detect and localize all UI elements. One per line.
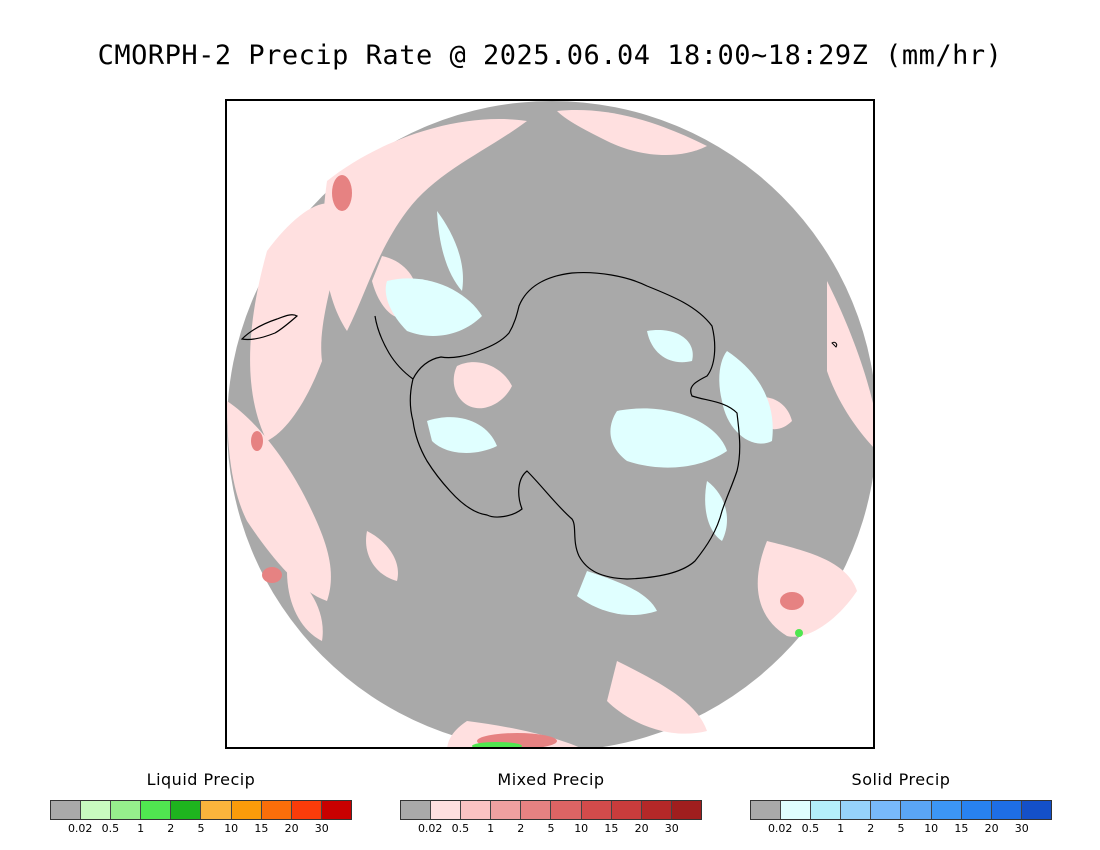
south-america-coast [240, 314, 299, 341]
legend-tick-label: 2 [167, 822, 175, 835]
legend-swatch [581, 801, 612, 819]
legend-tick-label: 15 [954, 822, 969, 835]
legend-swatch [491, 801, 522, 819]
legend-tick-label: 10 [224, 822, 239, 835]
legend-liquid-precip: Liquid Precip 0.02 0.5 1 2 5 10 15 20 30 [50, 770, 352, 836]
legend-solid-precip: Solid Precip 0.02 0.5 1 2 5 10 15 20 30 [750, 770, 1052, 836]
mixed-precip-heavy [251, 175, 804, 747]
legend-tick-label: 5 [547, 822, 555, 835]
legend-tick-label: 0.02 [417, 822, 443, 835]
legend-swatch [641, 801, 672, 819]
legend-tick-labels: 0.02 0.5 1 2 5 10 15 20 30 [50, 822, 352, 836]
legend-swatch [751, 801, 782, 819]
legend-tick-label: 20 [984, 822, 999, 835]
legend-tick-label: 20 [634, 822, 649, 835]
legend-swatch [231, 801, 262, 819]
legend-color-bar [750, 800, 1052, 820]
legend-swatch [261, 801, 292, 819]
legend-tick-label: 0.02 [67, 822, 93, 835]
legend-tick-label: 1 [137, 822, 145, 835]
legend-swatch [291, 801, 322, 819]
legend-swatch [811, 801, 842, 819]
legend-tick-label: 2 [517, 822, 525, 835]
legend-tick-label: 5 [197, 822, 205, 835]
legend-tick-label: 10 [924, 822, 939, 835]
map-title: CMORPH-2 Precip Rate @ 2025.06.04 18:00~… [97, 40, 1003, 71]
legend-swatch [961, 801, 992, 819]
legend-tick-label: 0.5 [451, 822, 470, 835]
legend-mixed-precip: Mixed Precip 0.02 0.5 1 2 5 10 15 20 30 [400, 770, 702, 836]
legend-swatch [111, 801, 142, 819]
legend-tick-label: 5 [897, 822, 905, 835]
legend-tick-label: 10 [574, 822, 589, 835]
legend-tick-label: 0.5 [101, 822, 120, 835]
legend-swatch [671, 801, 701, 819]
legend-swatch [141, 801, 172, 819]
legend-swatch [901, 801, 932, 819]
new-zealand-coast [831, 341, 838, 348]
legend-swatch [841, 801, 872, 819]
legend-swatch [401, 801, 432, 819]
legend-tick-labels: 0.02 0.5 1 2 5 10 15 20 30 [400, 822, 702, 836]
legend-swatch [201, 801, 232, 819]
solid-precip-areas [385, 211, 773, 616]
legend-tick-label: 15 [254, 822, 269, 835]
legend-tick-label: 1 [487, 822, 495, 835]
legend-tick-label: 15 [604, 822, 619, 835]
legend-color-bar [400, 800, 702, 820]
legend-swatch [1021, 801, 1051, 819]
legend-tick-label: 30 [664, 822, 679, 835]
legend-swatch [871, 801, 902, 819]
legend-title: Mixed Precip [497, 770, 605, 789]
legend-swatch [521, 801, 552, 819]
legend-tick-label: 30 [314, 822, 329, 835]
legend-swatch [171, 801, 202, 819]
legend-tick-label: 20 [284, 822, 299, 835]
legend-tick-label: 1 [837, 822, 845, 835]
legend-tick-label: 30 [1014, 822, 1029, 835]
liquid-precip-areas [472, 629, 803, 747]
legend-swatch [431, 801, 462, 819]
legend-swatch [781, 801, 812, 819]
legend-tick-label: 0.5 [801, 822, 820, 835]
polar-map-svg [227, 101, 873, 747]
legend-swatch [321, 801, 351, 819]
legend-tick-label: 2 [867, 822, 875, 835]
legend-title: Liquid Precip [146, 770, 256, 789]
legend-tick-labels: 0.02 0.5 1 2 5 10 15 20 30 [750, 822, 1052, 836]
legend-tick-label: 0.02 [767, 822, 793, 835]
legend-title: Solid Precip [851, 770, 951, 789]
legend-swatch [931, 801, 962, 819]
precip-map [225, 99, 875, 749]
legend-swatch [991, 801, 1022, 819]
legend-swatch [81, 801, 112, 819]
legend-swatch [51, 801, 82, 819]
legend-color-bar [50, 800, 352, 820]
legend-swatch [461, 801, 492, 819]
legend-swatch [611, 801, 642, 819]
legend-swatch [551, 801, 582, 819]
antarctic-peninsula [374, 315, 414, 380]
